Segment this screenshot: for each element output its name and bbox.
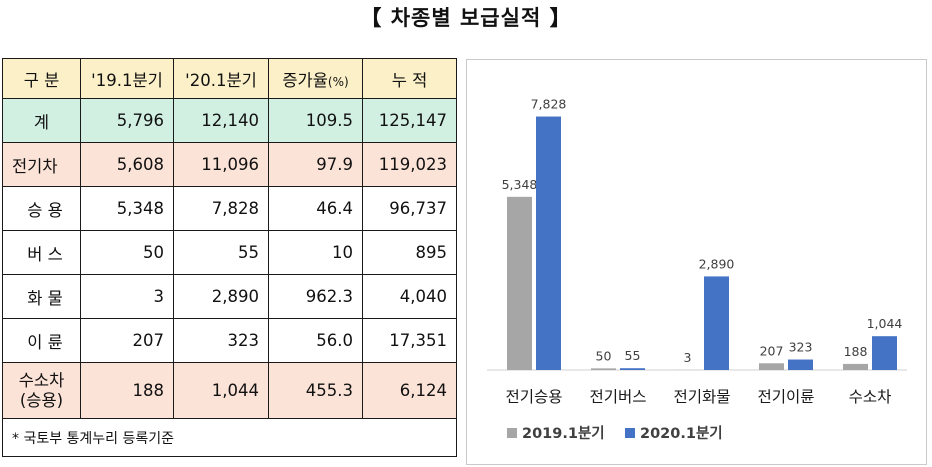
table-row: 계 5,796 12,140 109.5 125,147 [2,98,457,143]
row-value: 3 [80,274,174,319]
row-value: 119,023 [362,142,457,187]
row-value: 125,147 [362,98,457,143]
data-label: 323 [789,340,813,355]
bar-2020q1 [620,368,645,370]
row-value: 50 [80,230,174,275]
row-value: 109.5 [268,98,363,143]
category-label: 전기승용 [505,388,562,406]
row-value: 17,351 [362,318,457,363]
row-value: 962.3 [268,274,363,319]
legend-label: 2020.1분기 [640,425,723,442]
table-header-row: 구 분 '19.1분기 '20.1분기 증가율(%) 누 적 [2,58,457,99]
data-label: 5,348 [502,177,538,192]
legend-swatch [625,428,635,438]
row-value: 6,124 [362,362,457,419]
row-value: 5,348 [80,186,174,231]
row-value: 11,096 [173,142,269,187]
data-label: 207 [760,343,784,358]
row-value: 188 [80,362,174,419]
bar-2019q1 [759,363,784,370]
row-value: 55 [173,230,269,275]
row-value: 455.3 [268,362,363,419]
row-value: 895 [362,230,457,275]
row-label: 이 륜 [2,318,81,363]
row-value: 2,890 [173,274,269,319]
bar-2019q1 [843,363,868,370]
row-label: 승 용 [2,186,81,231]
bar-2019q1 [507,196,532,370]
row-value: 12,140 [173,98,269,143]
table-row: 전기차 5,608 11,096 97.9 119,023 [2,142,457,187]
row-value: 97.9 [268,142,363,187]
bar-chart: 5,348 7,828 전기승용 50 55 전기버스 3 2,890 전기화물 207 323 전기… [466,59,927,465]
row-value: 5,608 [80,142,174,187]
row-label: 화 물 [2,274,81,319]
legend-swatch [507,428,517,438]
header-2020q1: '20.1분기 [173,58,269,99]
data-label: 3 [684,350,692,365]
legend-label: 2019.1분기 [522,425,605,442]
row-value: 323 [173,318,269,363]
row-label-line1: 수소차 [18,370,65,390]
page-title: 【 차종별 보급실적 】 [360,6,572,30]
data-label: 1,044 [867,316,903,331]
table-row: 승 용 5,348 7,828 46.4 96,737 [2,186,457,231]
row-label-hydrogen: 수소차 (승용) [2,362,81,419]
category-label: 전기화물 [673,388,730,406]
bar-2020q1 [536,116,561,370]
header-cumulative: 누 적 [362,58,457,99]
row-value: 207 [80,318,174,363]
table-row: 이 륜 207 323 56.0 17,351 [2,318,457,363]
bar-2020q1 [704,276,729,370]
data-label: 2,890 [699,256,735,271]
row-value: 1,044 [173,362,269,419]
header-growth-unit: (%) [327,74,349,89]
data-label: 55 [625,348,641,363]
row-value: 7,828 [173,186,269,231]
table-note: * 국토부 통계누리 등록기준 [2,418,457,457]
bar-2020q1 [788,359,813,370]
supply-table: 구 분 '19.1분기 '20.1분기 증가율(%) 누 적 계 5,796 12,… [2,58,457,457]
header-growth-rate: 증가율(%) [268,58,363,99]
row-value: 10 [268,230,363,275]
bar-2020q1 [872,336,897,370]
data-label: 50 [596,348,612,363]
data-label: 188 [844,344,868,359]
table-row-hydrogen: 수소차 (승용) 188 1,044 455.3 6,124 [2,362,457,419]
row-label: 전기차 [2,142,81,187]
category-label: 수소차 [849,388,892,406]
row-value: 46.4 [268,186,363,231]
row-value: 96,737 [362,186,457,231]
row-value: 56.0 [268,318,363,363]
header-growth-label: 증가율 [282,70,328,90]
bar-chart-svg: 5,348 7,828 전기승용 50 55 전기버스 3 2,890 전기화물 207 323 전기… [487,97,907,442]
header-category: 구 분 [2,58,81,99]
header-2019q1: '19.1분기 [80,58,174,99]
bar-2019q1 [591,368,616,370]
table-row: 버 스 50 55 10 895 [2,230,457,275]
category-label: 전기이륜 [757,388,814,406]
row-label-line2: (승용) [19,390,64,410]
table-row: 화 물 3 2,890 962.3 4,040 [2,274,457,319]
row-label: 계 [2,98,81,143]
table-note-row: * 국토부 통계누리 등록기준 [2,418,457,457]
category-label: 전기버스 [589,388,646,406]
row-value: 5,796 [80,98,174,143]
data-label: 7,828 [531,97,567,112]
row-value: 4,040 [362,274,457,319]
row-label: 버 스 [2,230,81,275]
